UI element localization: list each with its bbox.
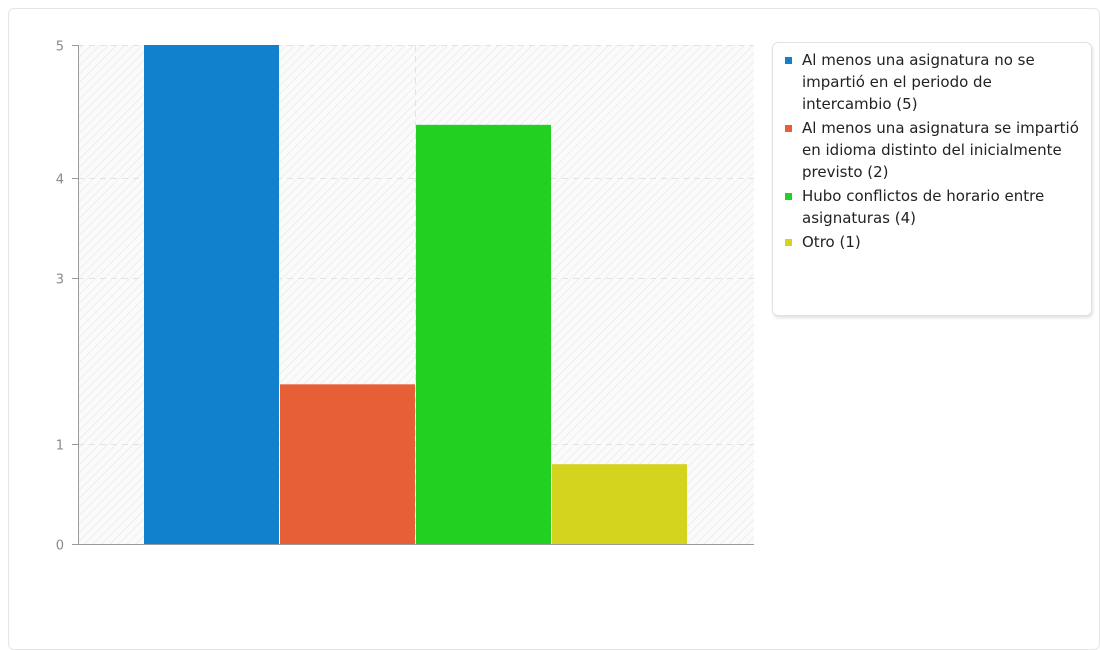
legend-item-1[interactable]: Al menos una asignatura no se impartió e… xyxy=(785,49,1083,115)
bar-4[interactable] xyxy=(552,464,687,544)
legend-swatch-3 xyxy=(785,193,792,200)
y-tick-label: 5 xyxy=(56,40,64,55)
bars xyxy=(144,45,687,544)
legend-item-2[interactable]: Al menos una asignatura se impartió en i… xyxy=(785,117,1083,183)
legend-item-3[interactable]: Hubo conflictos de horario entre asignat… xyxy=(785,185,1083,229)
y-tick-labels: 0 1 3 4 5 xyxy=(56,40,64,554)
bar-chart: 0 1 3 4 5 xyxy=(56,40,754,554)
y-tick-label: 1 xyxy=(56,439,64,454)
bar-2[interactable] xyxy=(280,384,415,544)
legend-swatch-2 xyxy=(785,125,792,132)
y-tick-label: 0 xyxy=(56,539,64,554)
legend-item-4[interactable]: Otro (1) xyxy=(785,231,1083,253)
y-tick-label: 3 xyxy=(56,273,64,288)
legend-swatch-1 xyxy=(785,57,792,64)
legend-swatch-4 xyxy=(785,239,792,246)
legend: Al menos una asignatura no se impartió e… xyxy=(772,42,1092,316)
y-tick-label: 4 xyxy=(56,173,64,188)
legend-label-2: Al menos una asignatura se impartió en i… xyxy=(802,119,1079,181)
bar-1[interactable] xyxy=(144,45,279,544)
axes xyxy=(72,45,754,545)
legend-label-3: Hubo conflictos de horario entre asignat… xyxy=(802,187,1045,227)
bar-3[interactable] xyxy=(416,124,551,544)
legend-label-4: Otro (1) xyxy=(802,233,861,251)
legend-label-1: Al menos una asignatura no se impartió e… xyxy=(802,51,1035,113)
